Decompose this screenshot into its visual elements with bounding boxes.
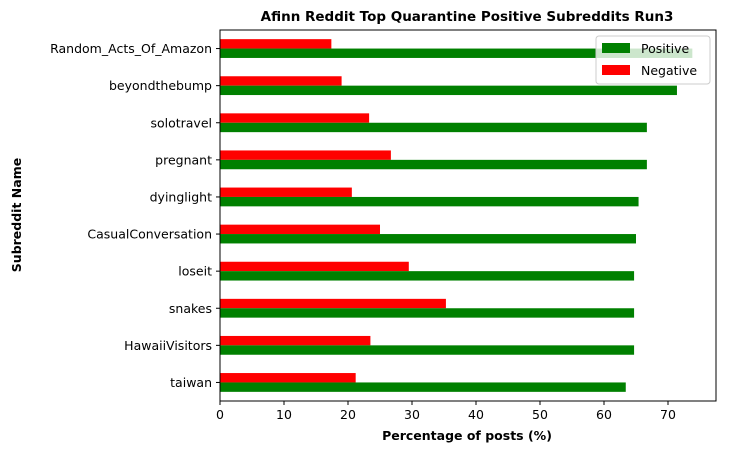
y-axis: Random_Acts_Of_Amazon beyondthebump solotr… [50, 41, 220, 390]
legend-label-positive: Positive [641, 41, 689, 56]
x-axis-label: Percentage of posts (%) [382, 428, 552, 443]
y-tick-label: taiwan [170, 375, 212, 390]
x-tick-label: 10 [276, 407, 292, 422]
x-tick-label: 40 [468, 407, 484, 422]
x-axis: 0 10 20 30 40 50 60 70 [216, 401, 676, 422]
bar-positive [220, 85, 677, 96]
y-tick-label: solotravel [150, 115, 212, 130]
y-axis-label: Subreddit Name [9, 158, 24, 272]
legend-swatch-negative [602, 65, 630, 75]
y-tick-label: HawaiiVisitors [124, 338, 212, 353]
legend: Positive Negative [595, 35, 711, 85]
bar-negative [220, 335, 371, 346]
bar-positive [220, 196, 639, 207]
legend-swatch-positive [602, 43, 630, 53]
bar-positive [220, 48, 693, 58]
bar-positive [220, 382, 626, 392]
y-tick-label: beyondthebump [109, 78, 212, 93]
bar-negative [220, 224, 380, 235]
y-tick-label: pregnant [155, 152, 212, 167]
bar-positive [220, 159, 647, 170]
y-tick-label: CasualConversation [87, 227, 212, 242]
y-tick-label: Random_Acts_Of_Amazon [50, 41, 212, 56]
bar-negative [220, 261, 409, 272]
bars-group [220, 39, 693, 392]
bar-positive [220, 308, 635, 318]
bar-negative [220, 76, 342, 86]
y-tick-label: snakes [169, 301, 212, 316]
bar-negative [220, 113, 370, 123]
x-tick-label: 70 [660, 407, 676, 422]
bar-positive [220, 122, 647, 133]
bar-positive [220, 234, 636, 244]
bar-negative [220, 187, 352, 197]
legend-label-negative: Negative [641, 63, 697, 78]
bar-negative [220, 298, 446, 309]
bar-negative [220, 373, 356, 383]
x-tick-label: 20 [340, 407, 356, 422]
chart-title: Afinn Reddit Top Quarantine Positive Sub… [261, 9, 674, 25]
x-tick-label: 60 [596, 407, 612, 422]
plot-frame [219, 29, 717, 402]
x-tick-label: 30 [404, 407, 420, 422]
bar-positive [220, 345, 635, 355]
x-tick-label: 0 [216, 407, 224, 422]
y-tick-label: loseit [178, 264, 212, 279]
x-tick-label: 50 [532, 407, 548, 422]
y-tick-label: dyinglight [150, 189, 212, 204]
bar-negative [220, 39, 332, 49]
bar-positive [220, 271, 635, 281]
bar-negative [220, 150, 391, 160]
